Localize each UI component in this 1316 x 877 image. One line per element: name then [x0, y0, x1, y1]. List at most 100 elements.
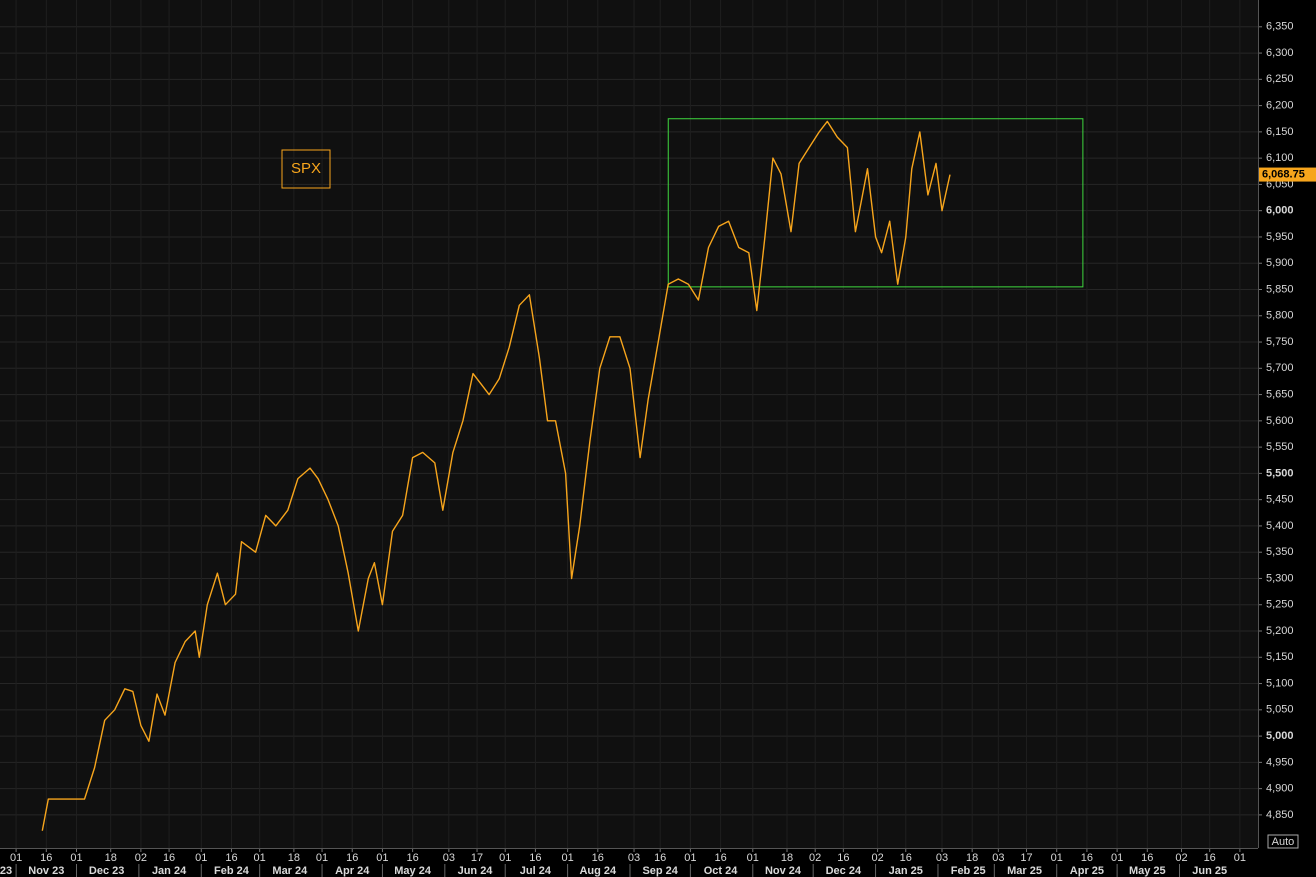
y-tick-label: 5,500: [1266, 467, 1294, 479]
x-tick-label: 01: [1111, 852, 1123, 864]
x-tick-label: 01: [376, 852, 388, 864]
x-tick-label: 16: [654, 852, 666, 864]
month-label: Feb 25: [951, 865, 986, 877]
x-tick-label: 16: [346, 852, 358, 864]
month-label: Sep 24: [642, 865, 678, 877]
x-tick-label: 16: [1081, 852, 1093, 864]
month-label: Jan 24: [152, 865, 187, 877]
y-tick-label: 5,150: [1266, 651, 1294, 663]
y-tick-label: 4,900: [1266, 783, 1294, 795]
range-box: [667, 118, 1084, 288]
month-label: Aug 24: [579, 865, 617, 877]
x-tick-label: 02: [809, 852, 821, 864]
x-tick-label: 17: [471, 852, 483, 864]
month-label: Jun 24: [458, 865, 494, 877]
x-tick-label: 16: [163, 852, 175, 864]
x-tick-label: 01: [747, 852, 759, 864]
y-tick-label: 5,550: [1266, 441, 1294, 453]
month-label: Apr 24: [335, 865, 370, 877]
axes: 4,850 4,900 4,950 5,000 5,050 5,100 5,150 5,200…: [0, 21, 1316, 877]
last-price-tag: [1259, 167, 1316, 182]
series-label-box: [281, 149, 331, 189]
y-tick-label: 6,200: [1266, 100, 1294, 112]
x-tick-label: 16: [529, 852, 541, 864]
plot-background: [0, 0, 1258, 848]
y-tick-label: 5,650: [1266, 388, 1294, 400]
x-tick-label: 17: [1020, 852, 1032, 864]
last-price-label: 6,068.75: [1262, 168, 1305, 180]
grid: [0, 0, 1258, 848]
y-tick-label: 5,400: [1266, 520, 1294, 532]
month-label: Dec 24: [826, 865, 862, 877]
month-label: Nov 24: [765, 865, 802, 877]
month-label: Dec 23: [89, 865, 124, 877]
y-tick-label: 5,950: [1266, 231, 1294, 243]
y-tick-label: 6,250: [1266, 73, 1294, 85]
x-tick-label: 01: [316, 852, 328, 864]
x-tick-label: 16: [592, 852, 604, 864]
y-tick-label: 4,850: [1266, 809, 1294, 821]
y-tick-label: 5,100: [1266, 677, 1294, 689]
x-tick-label: 16: [714, 852, 726, 864]
x-tick-label: 01: [195, 852, 207, 864]
x-tick-label: 01: [684, 852, 696, 864]
y-tick-label: 5,200: [1266, 625, 1294, 637]
price-line: [41, 120, 951, 831]
x-tick-label: 02: [871, 852, 883, 864]
y-tick-label: 5,600: [1266, 415, 1294, 427]
y-tick-label: 6,300: [1266, 47, 1294, 59]
x-tick-label: 03: [936, 852, 948, 864]
y-tick-label: 5,850: [1266, 283, 1294, 295]
auto-label[interactable]: Auto: [1272, 836, 1295, 848]
month-label: Feb 24: [214, 865, 250, 877]
month-label: Mar 24: [272, 865, 308, 877]
series-label: SPX: [291, 160, 321, 177]
y-tick-label: 6,350: [1266, 21, 1294, 33]
y-tick-label: 6,100: [1266, 152, 1294, 164]
month-label: Nov 23: [28, 865, 64, 877]
y-tick-label: 5,750: [1266, 336, 1294, 348]
y-tick-label: 5,300: [1266, 572, 1294, 584]
x-tick-label: 18: [781, 852, 793, 864]
x-tick-label: 18: [105, 852, 117, 864]
y-tick-label: 5,000: [1266, 730, 1294, 742]
x-tick-label: 16: [225, 852, 237, 864]
x-tick-label: 01: [499, 852, 511, 864]
y-tick-label: 4,950: [1266, 756, 1294, 768]
x-tick-label: 16: [406, 852, 418, 864]
y-axis-background: [1258, 0, 1316, 877]
x-tick-label: 16: [837, 852, 849, 864]
x-axis-background: [0, 848, 1316, 877]
x-tick-label: 16: [1204, 852, 1216, 864]
x-tick-label: 16: [900, 852, 912, 864]
month-label: Jul 24: [520, 865, 552, 877]
marks: [41, 118, 1084, 831]
y-tick-label: 5,450: [1266, 494, 1294, 506]
x-tick-label: 18: [288, 852, 300, 864]
y-tick-label: 5,350: [1266, 546, 1294, 558]
x-tick-label: 03: [628, 852, 640, 864]
x-tick-label: 02: [1175, 852, 1187, 864]
x-tick-label: 16: [1141, 852, 1153, 864]
x-tick-label: 03: [992, 852, 1004, 864]
month-label: Jun 25: [1192, 865, 1227, 877]
month-label: 23: [0, 865, 12, 877]
month-label: Mar 25: [1007, 865, 1042, 877]
x-tick-label: 18: [966, 852, 978, 864]
x-tick-label: 01: [10, 852, 22, 864]
x-tick-label: 03: [443, 852, 455, 864]
x-tick-label: 16: [40, 852, 52, 864]
x-tick-label: 01: [254, 852, 266, 864]
month-label: Apr 25: [1070, 865, 1104, 877]
x-tick-label: 01: [561, 852, 573, 864]
month-label: May 24: [394, 865, 432, 877]
x-tick-label: 01: [70, 852, 82, 864]
auto-button[interactable]: [1267, 834, 1299, 849]
y-tick-label: 6,150: [1266, 126, 1294, 138]
y-tick-label: 6,000: [1266, 205, 1294, 217]
month-label: Oct 24: [704, 865, 739, 877]
month-label: May 25: [1129, 865, 1166, 877]
y-tick-label: 5,900: [1266, 257, 1294, 269]
y-tick-label: 5,800: [1266, 310, 1294, 322]
